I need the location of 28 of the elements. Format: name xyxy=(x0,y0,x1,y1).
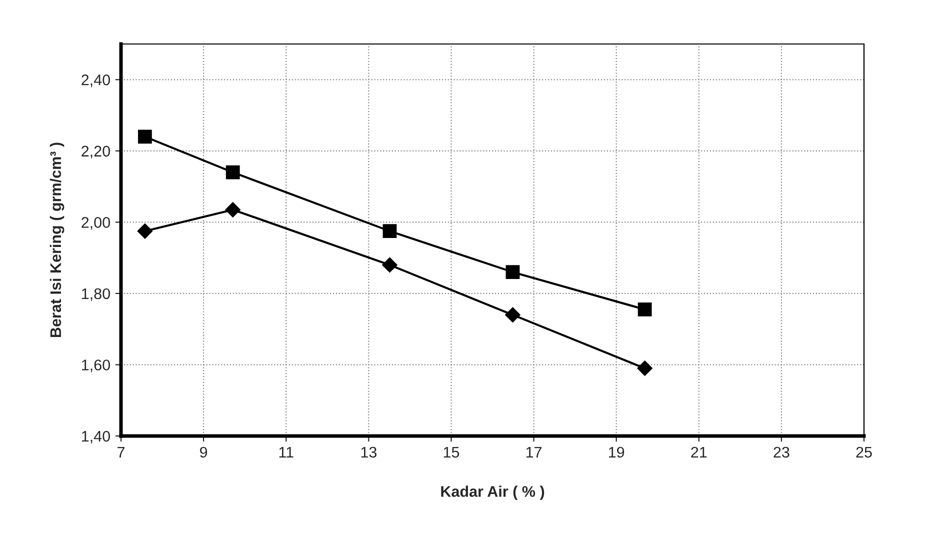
point xyxy=(638,302,652,316)
point xyxy=(637,360,652,376)
x-tick-label: 19 xyxy=(609,446,624,458)
y-tick-label: 1,80 xyxy=(82,288,110,301)
x-tick-label: 25 xyxy=(856,446,872,458)
x-tick-label: 11 xyxy=(279,446,294,458)
point xyxy=(226,165,240,180)
point xyxy=(506,265,520,280)
point xyxy=(138,130,152,144)
point xyxy=(225,202,240,218)
x-axis-title: Kadar Air ( % ) xyxy=(441,486,544,500)
point xyxy=(137,224,153,239)
x-tick-label: 15 xyxy=(444,446,460,458)
x-tick-label: 9 xyxy=(200,446,208,458)
point xyxy=(382,224,397,238)
y-axis-title: Berat Isi Kering ( grm/cm³ ) xyxy=(50,142,64,338)
y-tick-label: 1,60 xyxy=(82,360,110,372)
x-tick-label: 21 xyxy=(691,446,707,458)
x-tick-label: 23 xyxy=(774,446,790,458)
point xyxy=(505,307,520,322)
point xyxy=(382,257,398,273)
y-tick-label: 1,40 xyxy=(82,430,110,444)
y-tick-label: 2,40 xyxy=(82,74,110,88)
x-tick-label: 17 xyxy=(526,446,542,458)
y-tick-label: 2,20 xyxy=(82,146,110,158)
x-tick-label: 7 xyxy=(118,446,124,458)
y-tick-label: 2,00 xyxy=(82,217,110,230)
x-tick-label: 13 xyxy=(361,446,376,458)
